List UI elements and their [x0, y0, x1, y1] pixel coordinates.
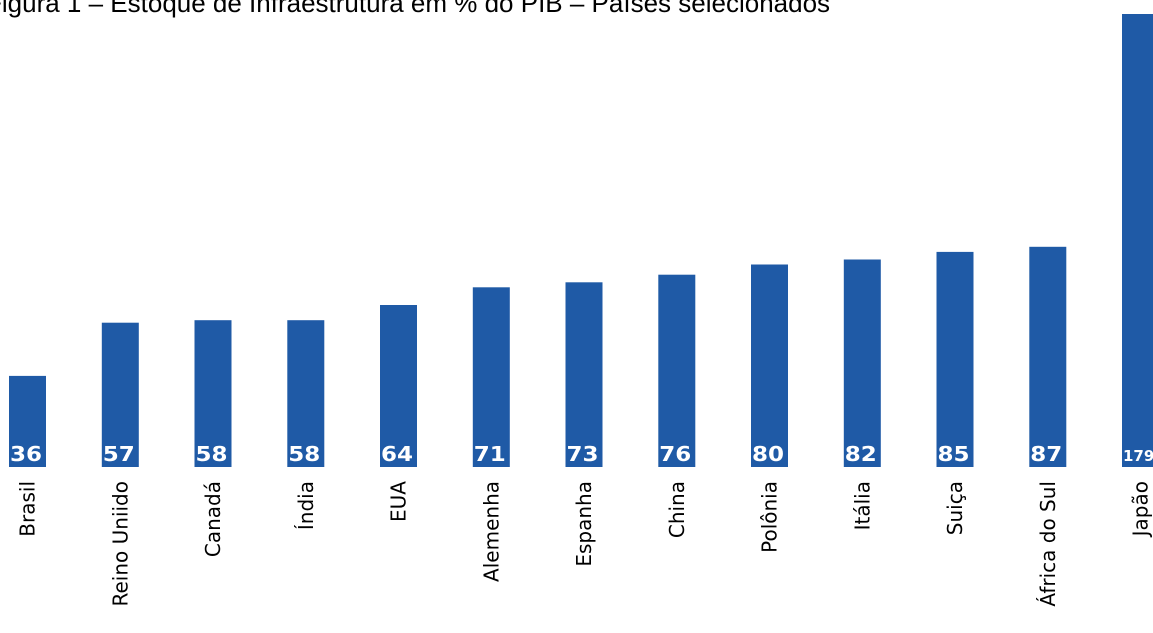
category-label-alemenha: Alemenha: [479, 481, 503, 582]
category-label-india: Índia: [294, 481, 318, 530]
category-label-china: China: [665, 481, 689, 538]
value-labels-layer: 36 57 58 58 64 71 73 76 80 82 85 87 179: [10, 442, 1153, 466]
category-label-suica: Suiça: [943, 481, 967, 535]
category-label-brasil: Brasil: [16, 481, 40, 537]
value-label-espanha: 73: [567, 442, 599, 466]
bar-brasil: [9, 375, 46, 467]
category-label-africa-do-sul: África do Sul: [1036, 481, 1060, 607]
bar-reino-uniido: [101, 322, 139, 467]
value-label-brasil: 36: [10, 442, 42, 466]
category-labels-layer: Brasil Reino Uniido Canadá Índia EUA Alemenha…: [16, 481, 1153, 607]
chart-title: Figura 1 – Estoque de Infraestrutura em …: [0, 0, 831, 18]
category-label-polonia: Polônia: [758, 481, 782, 553]
bar-eua: [380, 305, 417, 467]
value-label-canada: 58: [196, 442, 228, 466]
value-label-eua: 64: [381, 442, 413, 466]
value-label-china: 76: [659, 442, 691, 466]
bars-layer: [9, 14, 1153, 467]
bar-alemenha: [472, 287, 510, 467]
bar-polonia: [751, 264, 788, 467]
bar-japao: [1122, 14, 1153, 467]
category-label-japao: Japão: [1129, 481, 1153, 538]
category-label-espanha: Espanha: [572, 481, 596, 567]
value-label-japao: 179: [1123, 447, 1153, 465]
category-label-eua: EUA: [387, 481, 411, 522]
bar-canada: [194, 320, 232, 467]
category-label-canada: Canadá: [201, 481, 225, 557]
value-label-alemenha: 71: [474, 442, 506, 466]
bar-africa-do-sul: [1029, 246, 1067, 467]
value-label-reino-uniido: 57: [103, 442, 135, 466]
value-label-suica: 85: [938, 442, 970, 466]
value-label-india: 58: [288, 442, 320, 466]
bar-italia: [843, 259, 881, 467]
bar-suica: [936, 251, 974, 467]
value-label-africa-do-sul: 87: [1030, 442, 1062, 466]
value-label-polonia: 80: [752, 442, 784, 466]
bar-china: [658, 274, 696, 467]
category-label-italia: Itália: [850, 481, 874, 530]
bar-espanha: [565, 282, 603, 467]
category-label-reino-uniido: Reino Uniido: [108, 481, 132, 607]
value-label-italia: 82: [845, 442, 877, 466]
bar-india: [287, 320, 325, 467]
